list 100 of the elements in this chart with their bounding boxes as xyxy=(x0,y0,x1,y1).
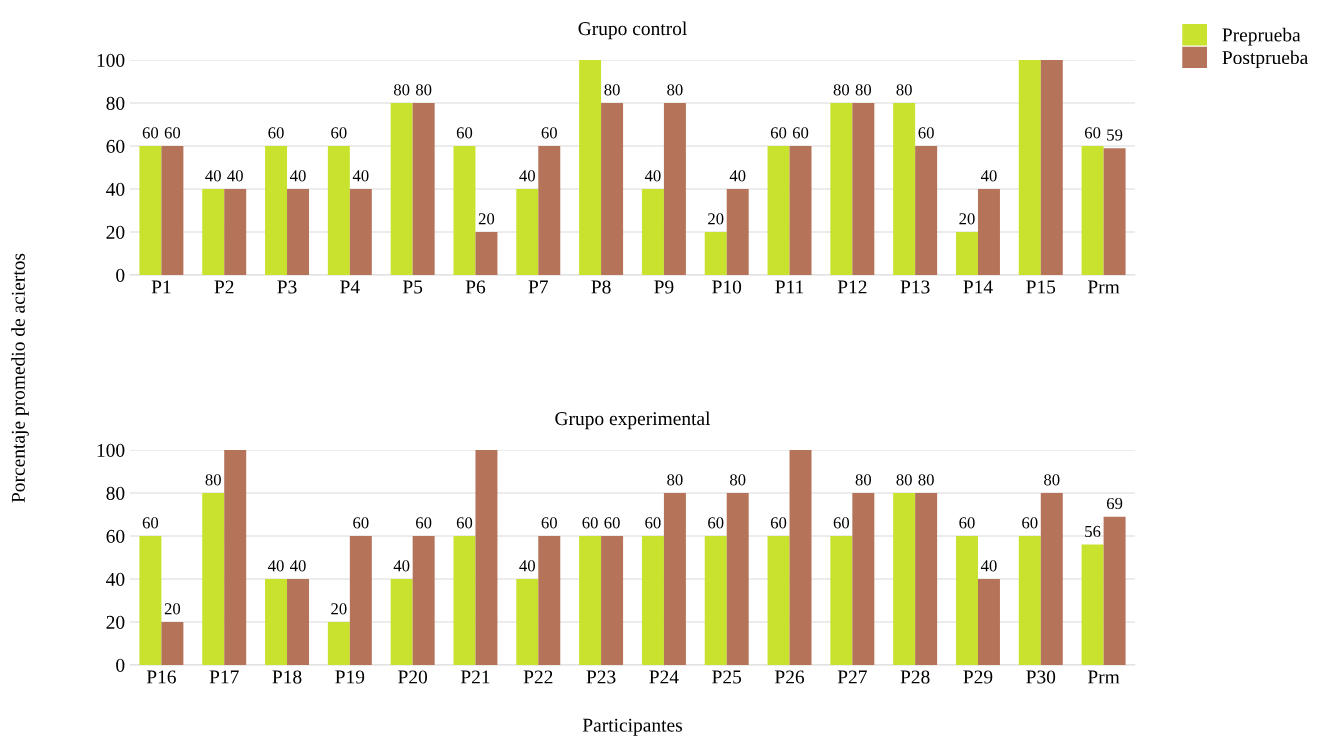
x-tick-label: P24 xyxy=(649,670,679,684)
chart-title: Grupo control xyxy=(578,21,687,40)
bar xyxy=(202,493,225,665)
x-tick-label: P27 xyxy=(837,670,867,684)
y-tick-label: 100 xyxy=(97,53,125,67)
x-tick-label: P11 xyxy=(775,280,804,294)
bar xyxy=(412,536,435,665)
data-label: 60 xyxy=(456,517,473,529)
x-tick-label: P3 xyxy=(277,280,297,294)
data-label: 80 xyxy=(896,84,912,96)
bar xyxy=(977,579,1000,665)
bar xyxy=(789,146,812,275)
chart-title: Grupo experimental xyxy=(555,411,711,430)
bar xyxy=(767,146,790,275)
x-tick-label: P23 xyxy=(586,670,616,684)
bar xyxy=(977,189,1000,275)
y-tick-label: 100 xyxy=(97,443,125,457)
bar xyxy=(915,493,938,665)
bar xyxy=(475,450,498,665)
x-tick-label: P10 xyxy=(712,280,742,294)
bar xyxy=(1018,60,1041,275)
data-label: 80 xyxy=(896,474,912,486)
data-label: 40 xyxy=(227,170,243,182)
bar xyxy=(475,232,498,275)
x-tick-label: P4 xyxy=(340,280,360,294)
data-label: 60 xyxy=(268,127,284,139)
bar xyxy=(893,493,916,665)
bar xyxy=(538,536,561,665)
bar xyxy=(830,536,853,665)
data-label: 60 xyxy=(770,517,787,529)
data-label: 60 xyxy=(604,517,620,529)
data-label: 40 xyxy=(729,170,746,182)
data-label: 20 xyxy=(478,213,495,225)
data-label: 20 xyxy=(708,213,724,225)
data-label: 80 xyxy=(415,84,432,96)
x-tick-label: P28 xyxy=(900,670,930,684)
data-label: 20 xyxy=(331,603,347,615)
y-tick-label: 20 xyxy=(106,615,125,629)
x-tick-label: P19 xyxy=(335,670,365,684)
data-label: 60 xyxy=(645,517,661,529)
x-tick-label: P20 xyxy=(398,670,428,684)
bar xyxy=(641,189,664,275)
y-tick-label: 80 xyxy=(106,486,125,500)
data-label: 40 xyxy=(519,560,535,572)
data-label: 60 xyxy=(959,517,975,529)
data-label: 60 xyxy=(541,517,557,529)
data-label: 80 xyxy=(918,474,934,486)
data-label: 80 xyxy=(393,84,410,96)
x-tick-label: P25 xyxy=(712,670,742,684)
x-tick-label: P14 xyxy=(963,280,993,294)
y-tick-label: 80 xyxy=(106,96,125,110)
bar xyxy=(704,232,727,275)
x-tick-label: P26 xyxy=(774,670,805,684)
data-label: 40 xyxy=(352,170,369,182)
bar xyxy=(287,579,310,665)
data-label: 40 xyxy=(980,170,997,182)
bar xyxy=(955,232,978,275)
x-tick-label: P16 xyxy=(146,670,176,684)
data-label: 60 xyxy=(770,127,787,139)
bar xyxy=(852,493,875,665)
data-label: 20 xyxy=(959,213,975,225)
data-label: 40 xyxy=(980,560,997,572)
data-label: 40 xyxy=(393,560,410,572)
x-tick-label: P13 xyxy=(900,280,930,294)
data-label: 80 xyxy=(730,474,746,486)
x-tick-label: P7 xyxy=(528,280,548,294)
bar xyxy=(139,536,162,665)
bar xyxy=(390,103,413,275)
x-tick-label: P22 xyxy=(523,670,553,684)
data-label: 60 xyxy=(142,127,159,139)
data-label: 20 xyxy=(164,603,181,615)
bar xyxy=(412,103,435,275)
bar xyxy=(453,146,476,275)
data-label: 60 xyxy=(416,517,432,529)
data-label: 40 xyxy=(290,170,306,182)
data-label: 80 xyxy=(667,474,683,486)
x-tick-label: P17 xyxy=(209,670,239,684)
legend-label: Preprueba xyxy=(1222,27,1301,46)
x-tick-label: Prm xyxy=(1087,670,1120,684)
bar xyxy=(538,146,561,275)
data-label: 60 xyxy=(1022,517,1038,529)
y-tick-label: 20 xyxy=(106,225,125,239)
bar xyxy=(516,579,539,665)
data-label: 40 xyxy=(205,170,221,182)
data-label: 60 xyxy=(792,127,809,139)
x-tick-label: P12 xyxy=(837,280,867,294)
bar xyxy=(349,536,372,665)
bar xyxy=(161,622,184,665)
data-label: 80 xyxy=(667,84,683,96)
x-tick-label: P21 xyxy=(460,670,490,684)
data-label: 40 xyxy=(268,560,284,572)
x-tick-label: P30 xyxy=(1026,670,1056,684)
bar xyxy=(893,103,916,275)
bar xyxy=(265,579,288,665)
data-label: 80 xyxy=(855,474,872,486)
x-tick-label: P5 xyxy=(402,280,423,294)
x-tick-label: P18 xyxy=(272,670,302,684)
data-label: 60 xyxy=(142,517,159,529)
x-tick-label: P15 xyxy=(1026,280,1056,294)
bar xyxy=(287,189,310,275)
